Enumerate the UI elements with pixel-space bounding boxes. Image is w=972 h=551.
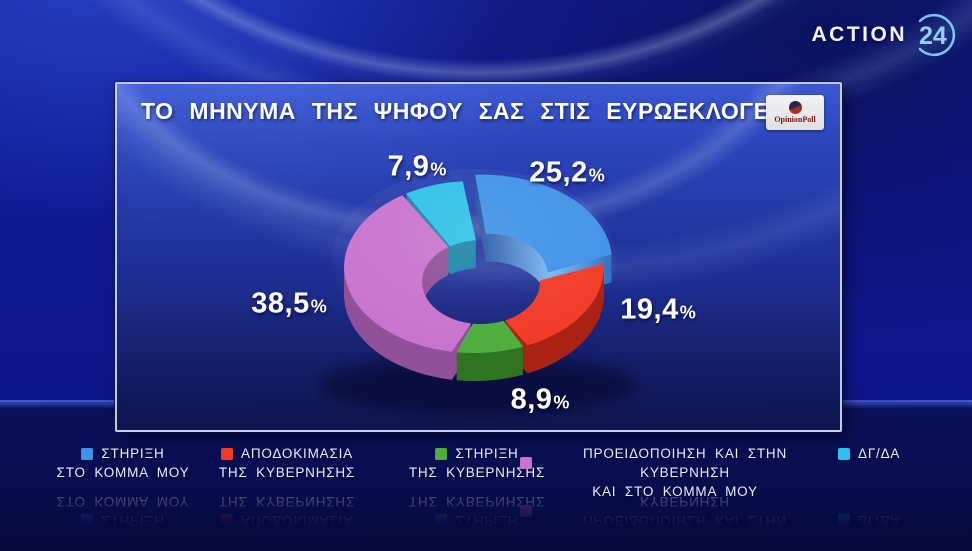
channel-logo-arc-icon bbox=[918, 13, 956, 57]
pollster-logo: OpinionPoll bbox=[766, 95, 824, 130]
legend-swatch-green-icon bbox=[435, 447, 448, 460]
pct-label-warning-both: 38,5% bbox=[251, 288, 326, 321]
legend-label: ΣΤΗΡΙΞΗ bbox=[455, 446, 519, 461]
legend-swatch-cyan-icon bbox=[838, 447, 850, 460]
legend-swatch-red-icon bbox=[221, 447, 234, 460]
legend-item-warning-both: ΠΡΟΕΙΔΟΠΟΙΗΣΗ ΚΑΙ ΣΤΗΝ ΚΥΒΕΡΝΗΣΗ ΚΑΙ ΣΤΟ… bbox=[520, 444, 830, 501]
legend-label: ΑΠΟΔΟΚΙΜΑΣΙΑ bbox=[241, 446, 353, 461]
pct-unit: % bbox=[430, 159, 447, 180]
channel-logo: ACTION 24 bbox=[812, 12, 959, 58]
channel-logo-badge: 24 bbox=[918, 13, 956, 57]
pct-value: 7,9 bbox=[387, 150, 430, 183]
legend-item-support-my-party: ΣΤΗΡΙΞΗ ΣΤΟ ΚΟΜΜΑ ΜΟΥ bbox=[54, 444, 192, 482]
pct-unit: % bbox=[553, 392, 570, 413]
chart-legend: ΣΤΗΡΙΞΗ ΣΤΟ ΚΟΜΜΑ ΜΟΥ ΑΠΟΔΟΚΙΜΑΣΙΑ ΤΗΣ Κ… bbox=[0, 444, 972, 499]
legend-label-line2: ΤΗΣ ΚΥΒΕΡΝΗΣΗΣ bbox=[408, 465, 546, 480]
legend-item-support-government: ΣΤΗΡΙΞΗ ΤΗΣ ΚΥΒΕΡΝΗΣΗΣ bbox=[402, 444, 552, 482]
legend-swatch-blue-icon bbox=[81, 447, 94, 460]
channel-logo-number: 24 bbox=[919, 22, 947, 50]
legend-label-line2: ΚΑΙ ΣΤΟ ΚΟΜΜΑ ΜΟΥ bbox=[592, 484, 758, 499]
legend-swatch-purple-icon bbox=[520, 457, 532, 469]
page-title: ΤΟ ΜΗΝΥΜΑ ΤΗΣ ΨΗΦΟΥ ΣΑΣ ΣΤΙΣ ΕΥΡΩΕΚΛΟΓΕΣ bbox=[141, 98, 784, 124]
pct-value: 25,2 bbox=[529, 156, 588, 189]
channel-logo-text: ACTION bbox=[811, 23, 907, 46]
legend-label: ΔΓ/ΔΑ bbox=[858, 446, 901, 461]
pct-label-support-my-party: 25,2% bbox=[529, 157, 604, 190]
legend-label: ΣΤΗΡΙΞΗ bbox=[101, 446, 165, 461]
pct-value: 19,4 bbox=[620, 293, 679, 326]
pollster-name: OpinionPoll bbox=[774, 115, 816, 124]
legend-label-line2: ΣΤΟ ΚΟΜΜΑ ΜΟΥ bbox=[56, 465, 190, 480]
pct-label-disapproval-government: 19,4% bbox=[620, 294, 695, 327]
legend-item-disapproval-government: ΑΠΟΔΟΚΙΜΑΣΙΑ ΤΗΣ ΚΥΒΕΡΝΗΣΗΣ bbox=[206, 444, 368, 482]
pct-label-support-government: 8,9% bbox=[511, 384, 570, 417]
legend-label-line2: ΤΗΣ ΚΥΒΕΡΝΗΣΗΣ bbox=[218, 465, 356, 480]
poll-panel: ΤΟ ΜΗΝΥΜΑ ΤΗΣ ΨΗΦΟΥ ΣΑΣ ΣΤΙΣ ΕΥΡΩΕΚΛΟΓΕΣ… bbox=[115, 82, 842, 432]
donut-chart bbox=[320, 169, 636, 415]
pct-unit: % bbox=[310, 296, 327, 317]
pollster-globe-icon bbox=[788, 101, 802, 114]
pct-value: 38,5 bbox=[251, 287, 310, 320]
pct-unit: % bbox=[679, 302, 696, 323]
legend-label: ΠΡΟΕΙΔΟΠΟΙΗΣΗ ΚΑΙ ΣΤΗΝ ΚΥΒΕΡΝΗΣΗ bbox=[582, 446, 788, 480]
pct-unit: % bbox=[588, 165, 605, 186]
legend-item-dont-know: ΔΓ/ΔΑ bbox=[838, 444, 948, 463]
legend-zone: ΣΤΗΡΙΞΗ ΣΤΟ ΚΟΜΜΑ ΜΟΥ ΑΠΟΔΟΚΙΜΑΣΙΑ ΤΗΣ Κ… bbox=[0, 444, 972, 551]
pct-value: 8,9 bbox=[510, 383, 553, 416]
pct-label-dont-know: 7,9% bbox=[388, 151, 447, 184]
